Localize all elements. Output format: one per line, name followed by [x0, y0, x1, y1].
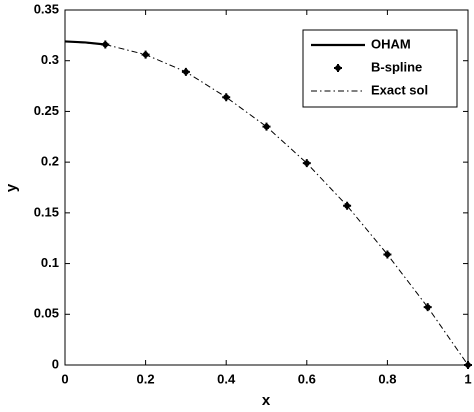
x-tick-label: 0.6 — [298, 371, 316, 386]
legend-box — [302, 29, 458, 108]
data-line — [64, 40, 106, 46]
x-tick-label: 0.2 — [137, 371, 155, 386]
y-axis-label: y — [3, 183, 20, 192]
data-point — [423, 303, 432, 312]
y-tick-label: 0.35 — [34, 1, 59, 16]
plot-area — [64, 9, 469, 366]
x-tick-label: 1 — [464, 371, 471, 386]
data-point — [302, 159, 311, 168]
data-line — [64, 40, 469, 366]
data-point — [262, 122, 271, 131]
data-point — [222, 93, 231, 102]
data-point — [101, 40, 110, 49]
x-tick-label: 0.4 — [217, 371, 236, 386]
legend-label: OHAM — [371, 36, 411, 51]
y-tick-label: 0.05 — [34, 306, 59, 321]
x-tick-label: 0 — [61, 371, 68, 386]
data-point — [343, 201, 352, 210]
x-axis-label: x — [262, 392, 271, 409]
legend-marker — [334, 64, 342, 72]
x-tick-label: 0.8 — [378, 371, 396, 386]
data-point — [383, 250, 392, 259]
y-tick-label: 0.2 — [41, 154, 59, 169]
y-tick-label: 0 — [52, 356, 59, 371]
y-tick-label: 0.3 — [41, 52, 59, 67]
y-tick-label: 0.15 — [34, 204, 59, 219]
legend-label: B-spline — [371, 59, 422, 74]
y-tick-label: 0.25 — [34, 103, 59, 118]
y-tick-label: 0.1 — [41, 255, 59, 270]
legend-label: Exact sol — [371, 82, 428, 97]
